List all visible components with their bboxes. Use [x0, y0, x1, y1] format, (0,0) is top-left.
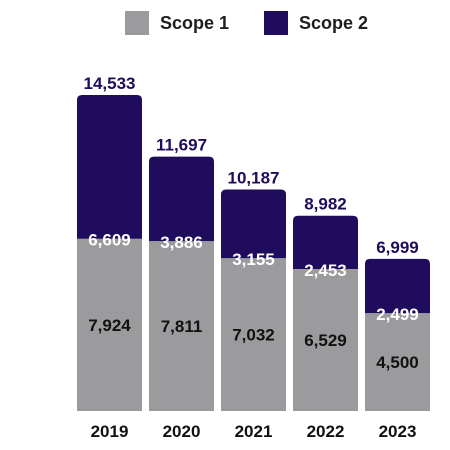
scope-2-value-label: 2,499: [376, 305, 419, 324]
total-value-label: 8,982: [304, 195, 347, 214]
bar-scope-2-2022: [293, 215, 358, 270]
legend-label-scope-2: Scope 2: [299, 12, 369, 33]
total-value-label: 10,187: [228, 168, 280, 187]
bar-scope-2-2021: [221, 189, 286, 259]
scope-2-value-label: 2,453: [304, 261, 347, 280]
bar-scope-2-2020: [149, 156, 214, 242]
scope-1-value-label: 7,032: [232, 326, 275, 345]
x-tick-label-2019: 2019: [91, 422, 129, 441]
scope-1-value-label: 7,811: [161, 317, 203, 336]
bar-scope-2-2023: [365, 258, 430, 314]
scope-2-value-label: 3,886: [160, 233, 203, 252]
scope-2-value-label: 6,609: [88, 231, 131, 250]
legend-label-scope-1: Scope 1: [160, 12, 230, 33]
total-value-label: 6,999: [376, 238, 419, 257]
legend-swatch-scope-1: [125, 11, 149, 35]
scope-1-value-label: 4,500: [376, 353, 419, 372]
bar-scope-1-2020: [149, 241, 214, 411]
x-tick-label-2020: 2020: [163, 422, 201, 441]
total-value-label: 11,697: [156, 136, 207, 155]
bar-scope-1-2023: [365, 313, 430, 411]
bar-scope-1-2021: [221, 258, 286, 411]
bar-scope-1-2022: [293, 269, 358, 411]
legend-swatch-scope-2: [264, 11, 288, 35]
bar-scope-2-2019: [77, 95, 142, 239]
scope-1-value-label: 6,529: [304, 331, 347, 350]
x-tick-label-2023: 2023: [379, 422, 417, 441]
bar-scope-1-2019: [77, 238, 142, 411]
legend-item-scope-1: Scope 1: [125, 11, 229, 35]
x-tick-label-2022: 2022: [307, 422, 345, 441]
total-value-label: 14,533: [84, 74, 136, 93]
scope-2-value-label: 3,155: [232, 250, 275, 269]
legend: Scope 1 Scope 2: [0, 11, 450, 41]
scope-1-value-label: 7,924: [88, 316, 131, 335]
x-tick-label-2021: 2021: [235, 422, 273, 441]
legend-item-scope-2: Scope 2: [264, 11, 368, 35]
